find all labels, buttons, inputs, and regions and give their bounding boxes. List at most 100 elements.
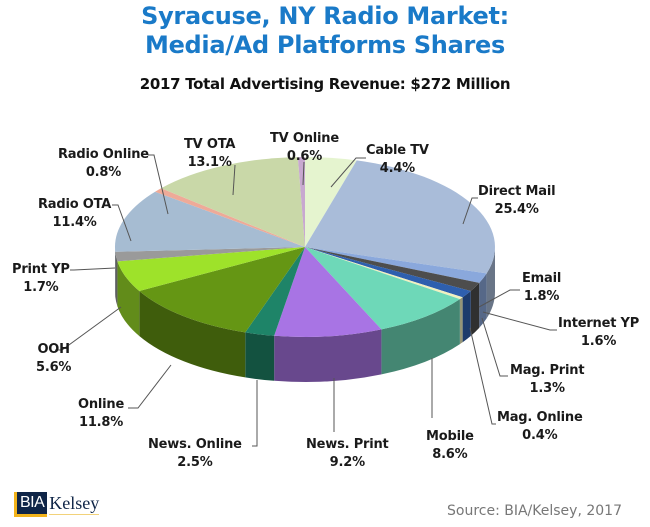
leader-line [462, 197, 478, 225]
pie-slice-radio-online [155, 188, 305, 247]
label-internet-yp: Internet YP 1.6% [558, 315, 639, 351]
pie-side-internet-yp [470, 282, 480, 337]
pie-side-direct-mail [486, 247, 495, 319]
label-online: Online 11.8% [78, 396, 124, 432]
leader-line [128, 364, 172, 409]
leader-line [232, 164, 236, 196]
chart-subtitle: 2017 Total Advertising Revenue: $272 Mil… [139, 75, 511, 93]
leader-lines [55, 154, 557, 447]
label-name: News. Print [306, 437, 389, 452]
pie-side-mag-online [459, 297, 463, 345]
label-value: 1.7% [23, 280, 59, 295]
label-value: 0.4% [522, 428, 558, 443]
label-value: 13.1% [187, 155, 232, 170]
label-radio-online: Radio Online 0.8% [58, 146, 149, 182]
label-direct-mail: Direct Mail 25.4% [478, 183, 556, 219]
pie-slice-news-online [245, 247, 305, 336]
label-value: 1.6% [580, 334, 617, 349]
pie-top [115, 157, 495, 337]
chart-title: Syracuse, NY Radio Market: Media/Ad Plat… [0, 2, 650, 60]
label-name: TV OTA [184, 137, 236, 152]
pie-slice-ooh [117, 247, 306, 292]
pie-slice-mag-print [305, 247, 471, 298]
label-tv-online: TV Online 0.6% [270, 130, 339, 166]
label-value: 8.6% [432, 447, 468, 462]
pie-side-ooh [117, 261, 140, 337]
pie-slice-cable-tv [305, 157, 357, 247]
label-ooh: OOH 5.6% [36, 341, 71, 377]
label-name: Mobile [426, 429, 474, 444]
pie-side-online [139, 291, 246, 378]
label-name: Mag. Print [510, 363, 585, 378]
label-value: 1.3% [529, 381, 565, 396]
label-mag-print: Mag. Print 1.3% [510, 362, 585, 398]
label-value: 25.4% [494, 202, 539, 217]
pie-slice-print-yp [115, 247, 305, 262]
pie-side-email [479, 273, 487, 328]
label-value: 0.8% [85, 165, 122, 180]
pie-slice-mag-online [305, 247, 463, 300]
label-value: 5.6% [36, 360, 72, 375]
pie-side-mobile [381, 299, 460, 375]
bia-kelsey-logo: BIA Kelsey [14, 491, 100, 517]
label-name: News. Online [148, 437, 242, 452]
label-value: 0.6% [286, 149, 323, 164]
label-name: Online [78, 397, 125, 412]
label-name: Direct Mail [478, 184, 556, 199]
label-name: Radio OTA [38, 197, 112, 212]
leader-line [481, 317, 508, 377]
pie-side-news-print [274, 329, 382, 382]
label-value: 1.8% [523, 289, 560, 304]
pie-slice-direct-mail [305, 160, 495, 274]
label-value: 9.2% [329, 455, 365, 470]
label-print-yp: Print YP 1.7% [12, 261, 70, 297]
label-name: Email [522, 271, 562, 286]
leader-line [148, 154, 169, 215]
label-name: Mag. Online [497, 410, 583, 425]
pie-slice-tv-ota [161, 157, 305, 247]
label-email: Email 1.8% [522, 270, 561, 306]
logo-bia: BIA [14, 491, 48, 517]
chart-title-line2: Media/Ad Platforms Shares [144, 31, 505, 59]
label-value: 11.4% [52, 215, 97, 230]
pie-slice-mobile [305, 247, 460, 330]
leader-line [70, 267, 116, 271]
leader-line [252, 380, 258, 447]
label-value: 11.8% [78, 415, 124, 430]
source-note: Source: BIA/Kelsey, 2017 [447, 503, 622, 519]
label-mag-online: Mag. Online 0.4% [497, 409, 583, 445]
label-news-print: News. Print 9.2% [306, 436, 389, 472]
label-news-online: News. Online 2.5% [148, 436, 242, 472]
chart-title-line1: Syracuse, NY Radio Market: [141, 2, 509, 30]
leader-line [112, 204, 132, 242]
label-name: Internet YP [558, 316, 640, 331]
pie-sides [115, 247, 495, 382]
label-mobile: Mobile 8.6% [426, 428, 474, 464]
label-tv-ota: TV OTA 13.1% [184, 136, 235, 172]
label-name: Print YP [12, 262, 70, 277]
pie-slice-radio-ota [115, 191, 305, 252]
logo-kelsey: Kelsey [49, 493, 100, 515]
pie-side-news-online [245, 332, 275, 381]
pie-slice-online [139, 247, 305, 333]
label-name: OOH [37, 342, 70, 357]
leader-line [330, 157, 366, 188]
pie-slice-news-print [274, 247, 382, 337]
leader-line [478, 289, 520, 308]
leader-line [482, 311, 557, 331]
pie-slice-email [305, 247, 487, 283]
label-name: Radio Online [58, 147, 149, 162]
pie-side-print-yp [115, 251, 118, 307]
leader-line [302, 161, 305, 186]
label-value: 4.4% [379, 161, 415, 176]
label-value: 2.5% [177, 455, 213, 470]
label-name: TV Online [270, 131, 339, 146]
leader-line [55, 306, 122, 351]
label-cable-tv: Cable TV 4.4% [366, 142, 429, 178]
pie-slice-internet-yp [305, 247, 480, 292]
label-name: Cable TV [366, 143, 429, 158]
pie-side-mag-print [462, 291, 471, 343]
label-radio-ota: Radio OTA 11.4% [38, 196, 111, 232]
leader-line [469, 327, 496, 425]
